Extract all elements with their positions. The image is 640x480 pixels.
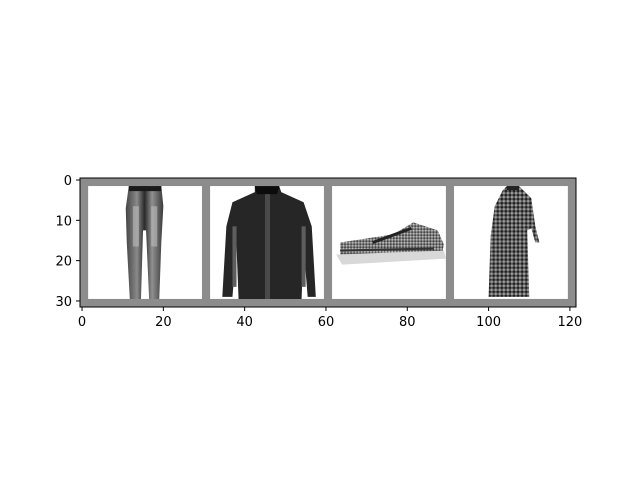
sneaker-shape bbox=[336, 222, 446, 265]
y-axis: 0 10 20 30 bbox=[55, 174, 80, 310]
y-tick-label: 20 bbox=[55, 255, 72, 270]
tile-jacket bbox=[210, 186, 324, 299]
y-tick-label: 0 bbox=[64, 174, 72, 189]
x-tick-label: 20 bbox=[155, 315, 172, 330]
tile-trousers bbox=[88, 186, 202, 299]
image-grid bbox=[80, 178, 576, 307]
dress-shape bbox=[488, 186, 540, 297]
x-tick-label: 80 bbox=[399, 315, 416, 330]
tile-dress bbox=[454, 186, 568, 299]
x-tick-label: 100 bbox=[476, 315, 501, 330]
x-tick-label: 60 bbox=[318, 315, 335, 330]
x-tick-label: 40 bbox=[236, 315, 253, 330]
y-tick-label: 10 bbox=[55, 214, 72, 229]
y-tick-label: 30 bbox=[55, 295, 72, 310]
tile-sneaker bbox=[332, 186, 446, 299]
trousers-shape bbox=[125, 186, 164, 299]
jacket-shape bbox=[222, 186, 316, 299]
x-tick-label: 120 bbox=[557, 315, 582, 330]
axes-frame bbox=[79, 177, 577, 308]
x-axis: 0 20 40 60 80 100 120 bbox=[78, 307, 582, 330]
x-tick-label: 0 bbox=[78, 315, 86, 330]
